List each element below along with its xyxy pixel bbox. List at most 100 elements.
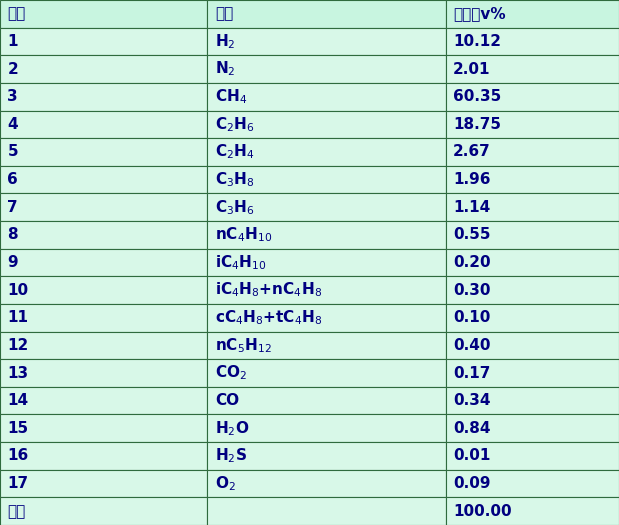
Bar bbox=[0, 442, 207, 470]
Bar bbox=[207, 359, 446, 387]
Bar bbox=[446, 276, 619, 304]
Text: iC$_4$H$_8$+nC$_4$H$_8$: iC$_4$H$_8$+nC$_4$H$_8$ bbox=[215, 281, 322, 299]
Bar bbox=[446, 414, 619, 442]
Text: 2: 2 bbox=[7, 61, 18, 77]
Text: 2.01: 2.01 bbox=[453, 61, 491, 77]
Bar bbox=[446, 359, 619, 387]
Bar bbox=[446, 193, 619, 221]
Text: CO$_2$: CO$_2$ bbox=[215, 364, 247, 382]
Text: 15: 15 bbox=[7, 421, 28, 436]
Bar bbox=[446, 304, 619, 332]
Text: 60.35: 60.35 bbox=[453, 89, 501, 104]
Bar bbox=[446, 0, 619, 28]
Bar bbox=[0, 387, 207, 414]
Text: 0.30: 0.30 bbox=[453, 282, 491, 298]
Bar bbox=[0, 0, 207, 28]
Text: 8: 8 bbox=[7, 227, 18, 243]
Bar bbox=[0, 414, 207, 442]
Text: 18.75: 18.75 bbox=[453, 117, 501, 132]
Text: 10.12: 10.12 bbox=[453, 34, 501, 49]
Bar bbox=[207, 387, 446, 414]
Bar bbox=[207, 111, 446, 138]
Text: H$_2$O: H$_2$O bbox=[215, 419, 249, 438]
Bar bbox=[0, 359, 207, 387]
Bar bbox=[207, 442, 446, 470]
Text: 0.55: 0.55 bbox=[453, 227, 491, 243]
Bar bbox=[446, 442, 619, 470]
Text: cC$_4$H$_8$+tC$_4$H$_8$: cC$_4$H$_8$+tC$_4$H$_8$ bbox=[215, 308, 322, 327]
Bar bbox=[446, 221, 619, 249]
Text: 序号: 序号 bbox=[7, 6, 25, 22]
Bar bbox=[0, 55, 207, 83]
Text: 0.20: 0.20 bbox=[453, 255, 491, 270]
Bar bbox=[446, 166, 619, 193]
Bar bbox=[0, 138, 207, 166]
Bar bbox=[0, 111, 207, 138]
Text: 0.01: 0.01 bbox=[453, 448, 490, 464]
Text: 13: 13 bbox=[7, 365, 28, 381]
Text: 17: 17 bbox=[7, 476, 28, 491]
Text: 1.14: 1.14 bbox=[453, 200, 490, 215]
Bar bbox=[0, 276, 207, 304]
Bar bbox=[446, 28, 619, 55]
Bar bbox=[207, 55, 446, 83]
Bar bbox=[207, 497, 446, 525]
Text: 7: 7 bbox=[7, 200, 18, 215]
Text: CH$_4$: CH$_4$ bbox=[215, 87, 247, 106]
Bar bbox=[207, 470, 446, 497]
Bar bbox=[446, 470, 619, 497]
Bar bbox=[446, 83, 619, 111]
Text: 0.40: 0.40 bbox=[453, 338, 491, 353]
Text: 9: 9 bbox=[7, 255, 18, 270]
Bar bbox=[207, 193, 446, 221]
Text: 100.00: 100.00 bbox=[453, 503, 512, 519]
Bar bbox=[207, 249, 446, 276]
Text: 0.84: 0.84 bbox=[453, 421, 491, 436]
Text: iC$_4$H$_{10}$: iC$_4$H$_{10}$ bbox=[215, 253, 266, 272]
Text: C$_2$H$_4$: C$_2$H$_4$ bbox=[215, 143, 254, 161]
Bar bbox=[0, 497, 207, 525]
Text: nC$_4$H$_{10}$: nC$_4$H$_{10}$ bbox=[215, 226, 272, 244]
Text: C$_2$H$_6$: C$_2$H$_6$ bbox=[215, 115, 254, 134]
Bar bbox=[446, 111, 619, 138]
Bar bbox=[446, 138, 619, 166]
Text: nC$_5$H$_{12}$: nC$_5$H$_{12}$ bbox=[215, 336, 272, 355]
Text: 组分: 组分 bbox=[215, 6, 233, 22]
Text: H$_2$S: H$_2$S bbox=[215, 447, 247, 465]
Text: 合计: 合计 bbox=[7, 503, 25, 519]
Text: 1.96: 1.96 bbox=[453, 172, 491, 187]
Bar bbox=[0, 304, 207, 332]
Bar bbox=[0, 332, 207, 359]
Bar bbox=[0, 28, 207, 55]
Text: 0.17: 0.17 bbox=[453, 365, 490, 381]
Bar bbox=[207, 414, 446, 442]
Bar bbox=[446, 497, 619, 525]
Bar bbox=[207, 28, 446, 55]
Bar bbox=[0, 470, 207, 497]
Text: 0.10: 0.10 bbox=[453, 310, 490, 326]
Text: C$_3$H$_6$: C$_3$H$_6$ bbox=[215, 198, 254, 217]
Text: 12: 12 bbox=[7, 338, 28, 353]
Bar bbox=[446, 387, 619, 414]
Bar bbox=[0, 221, 207, 249]
Bar bbox=[0, 166, 207, 193]
Bar bbox=[0, 83, 207, 111]
Text: C$_3$H$_8$: C$_3$H$_8$ bbox=[215, 170, 254, 189]
Bar bbox=[446, 55, 619, 83]
Text: 6: 6 bbox=[7, 172, 18, 187]
Bar bbox=[207, 0, 446, 28]
Bar bbox=[207, 332, 446, 359]
Text: N$_2$: N$_2$ bbox=[215, 60, 235, 78]
Text: 11: 11 bbox=[7, 310, 28, 326]
Text: 14: 14 bbox=[7, 393, 28, 408]
Text: 组成，v%: 组成，v% bbox=[453, 6, 506, 22]
Text: 2.67: 2.67 bbox=[453, 144, 491, 160]
Text: 1: 1 bbox=[7, 34, 18, 49]
Bar bbox=[446, 332, 619, 359]
Bar bbox=[0, 193, 207, 221]
Text: 5: 5 bbox=[7, 144, 18, 160]
Text: O$_2$: O$_2$ bbox=[215, 474, 236, 493]
Bar bbox=[207, 221, 446, 249]
Text: CO: CO bbox=[215, 393, 239, 408]
Bar bbox=[207, 83, 446, 111]
